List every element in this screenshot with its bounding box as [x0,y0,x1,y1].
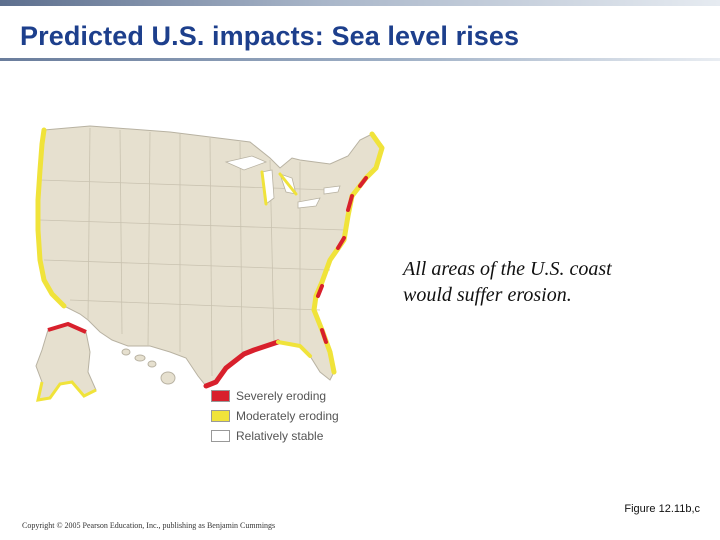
contiguous-us-landmass [37,125,383,387]
slide-title: Predicted U.S. impacts: Sea level rises [20,21,520,51]
copyright-notice: Copyright © 2005 Pearson Education, Inc.… [22,521,276,530]
hawaii-islands [121,348,176,385]
map-legend: Severely eroding Moderately eroding Rela… [211,386,339,446]
legend-item-moderately: Moderately eroding [211,406,339,426]
legend-swatch-severely [211,390,230,402]
alaska-coast-band-south [36,380,97,402]
legend-swatch-moderately [211,410,230,422]
state-border-lines [39,127,346,377]
slide-caption: All areas of the U.S. coast would suffer… [403,256,703,308]
figure-reference: Figure 12.11b,c [624,503,700,515]
alaska-landmass [35,323,97,401]
coastline-erosion-bands [35,127,385,389]
legend-label-moderately: Moderately eroding [236,409,339,423]
top-decorative-rule [0,0,720,6]
us-coastal-erosion-map [35,125,385,402]
legend-label-stable: Relatively stable [236,429,324,443]
caption-line-2: would suffer erosion. [403,284,572,306]
alaska-coast-band [47,321,87,334]
legend-item-severely: Severely eroding [211,386,339,406]
caption-line-1: All areas of the U.S. coast [403,258,612,280]
legend-label-severely: Severely eroding [236,389,327,403]
legend-swatch-stable [211,430,230,442]
legend-item-stable: Relatively stable [211,426,339,446]
title-underline-rule [0,58,720,61]
